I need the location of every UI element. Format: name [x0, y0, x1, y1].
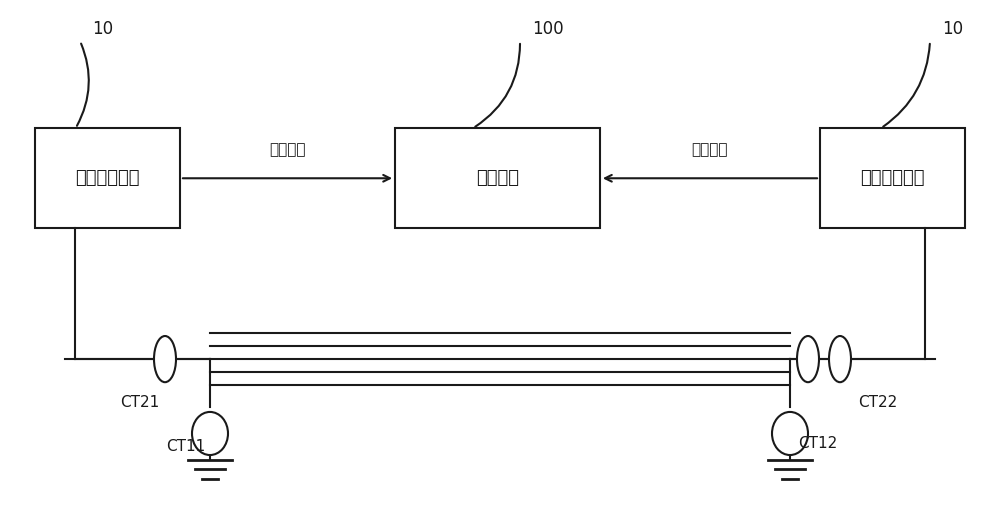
Text: 检测终端: 检测终端 — [476, 169, 519, 187]
Ellipse shape — [192, 412, 228, 455]
Bar — [820, 128, 965, 228]
Text: 漏电检测单元: 漏电检测单元 — [75, 169, 140, 187]
Text: 数据上传: 数据上传 — [692, 143, 728, 157]
Ellipse shape — [154, 336, 176, 382]
Text: CT22: CT22 — [858, 395, 897, 410]
Ellipse shape — [797, 336, 819, 382]
Text: 数据上传: 数据上传 — [269, 143, 306, 157]
Bar — [35, 128, 180, 228]
Text: CT12: CT12 — [798, 436, 837, 451]
Text: CT21: CT21 — [120, 395, 159, 410]
Bar — [395, 128, 600, 228]
Text: 100: 100 — [532, 21, 564, 38]
Text: 漏电检测单元: 漏电检测单元 — [860, 169, 925, 187]
Text: 10: 10 — [92, 21, 113, 38]
Ellipse shape — [829, 336, 851, 382]
Ellipse shape — [772, 412, 808, 455]
Text: 10: 10 — [942, 21, 963, 38]
Text: CT11: CT11 — [166, 439, 205, 453]
